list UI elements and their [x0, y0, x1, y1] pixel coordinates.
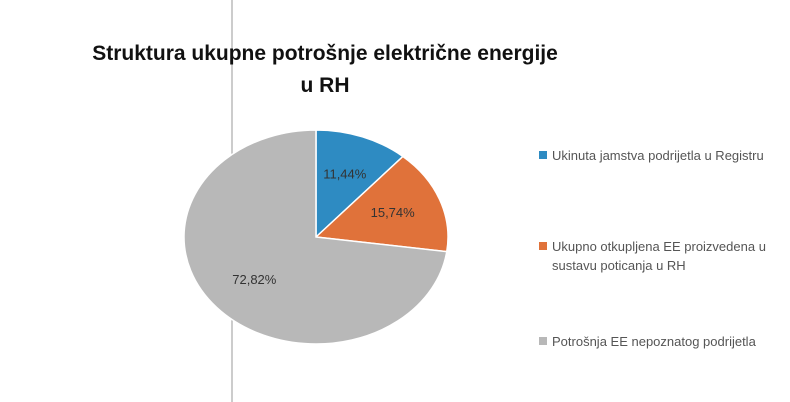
data-label: 72,82%: [232, 272, 277, 287]
legend-item: Ukupno otkupljena EE proizvedena u susta…: [539, 237, 772, 275]
pie-slice: [183, 129, 448, 345]
legend-label: Ukupno otkupljena EE proizvedena u susta…: [552, 239, 766, 273]
legend-label: Ukinuta jamstva podrijetla u Registru: [552, 148, 764, 163]
pie-slice: [314, 155, 449, 253]
legend-swatch: [539, 242, 547, 250]
legend-swatch: [539, 337, 547, 345]
legend-item: Potrošnja EE nepoznatog podrijetla: [539, 332, 772, 351]
chart-title: Struktura ukupne potrošnje električne en…: [92, 42, 558, 97]
legend-label: Potrošnja EE nepoznatog podrijetla: [552, 334, 756, 349]
pie-slice: [315, 129, 405, 239]
legend-swatch: [539, 151, 547, 159]
data-label: 11,44%: [323, 166, 367, 181]
legend-item: Ukinuta jamstva podrijetla u Registru: [539, 146, 772, 165]
data-label: 15,74%: [371, 205, 416, 220]
